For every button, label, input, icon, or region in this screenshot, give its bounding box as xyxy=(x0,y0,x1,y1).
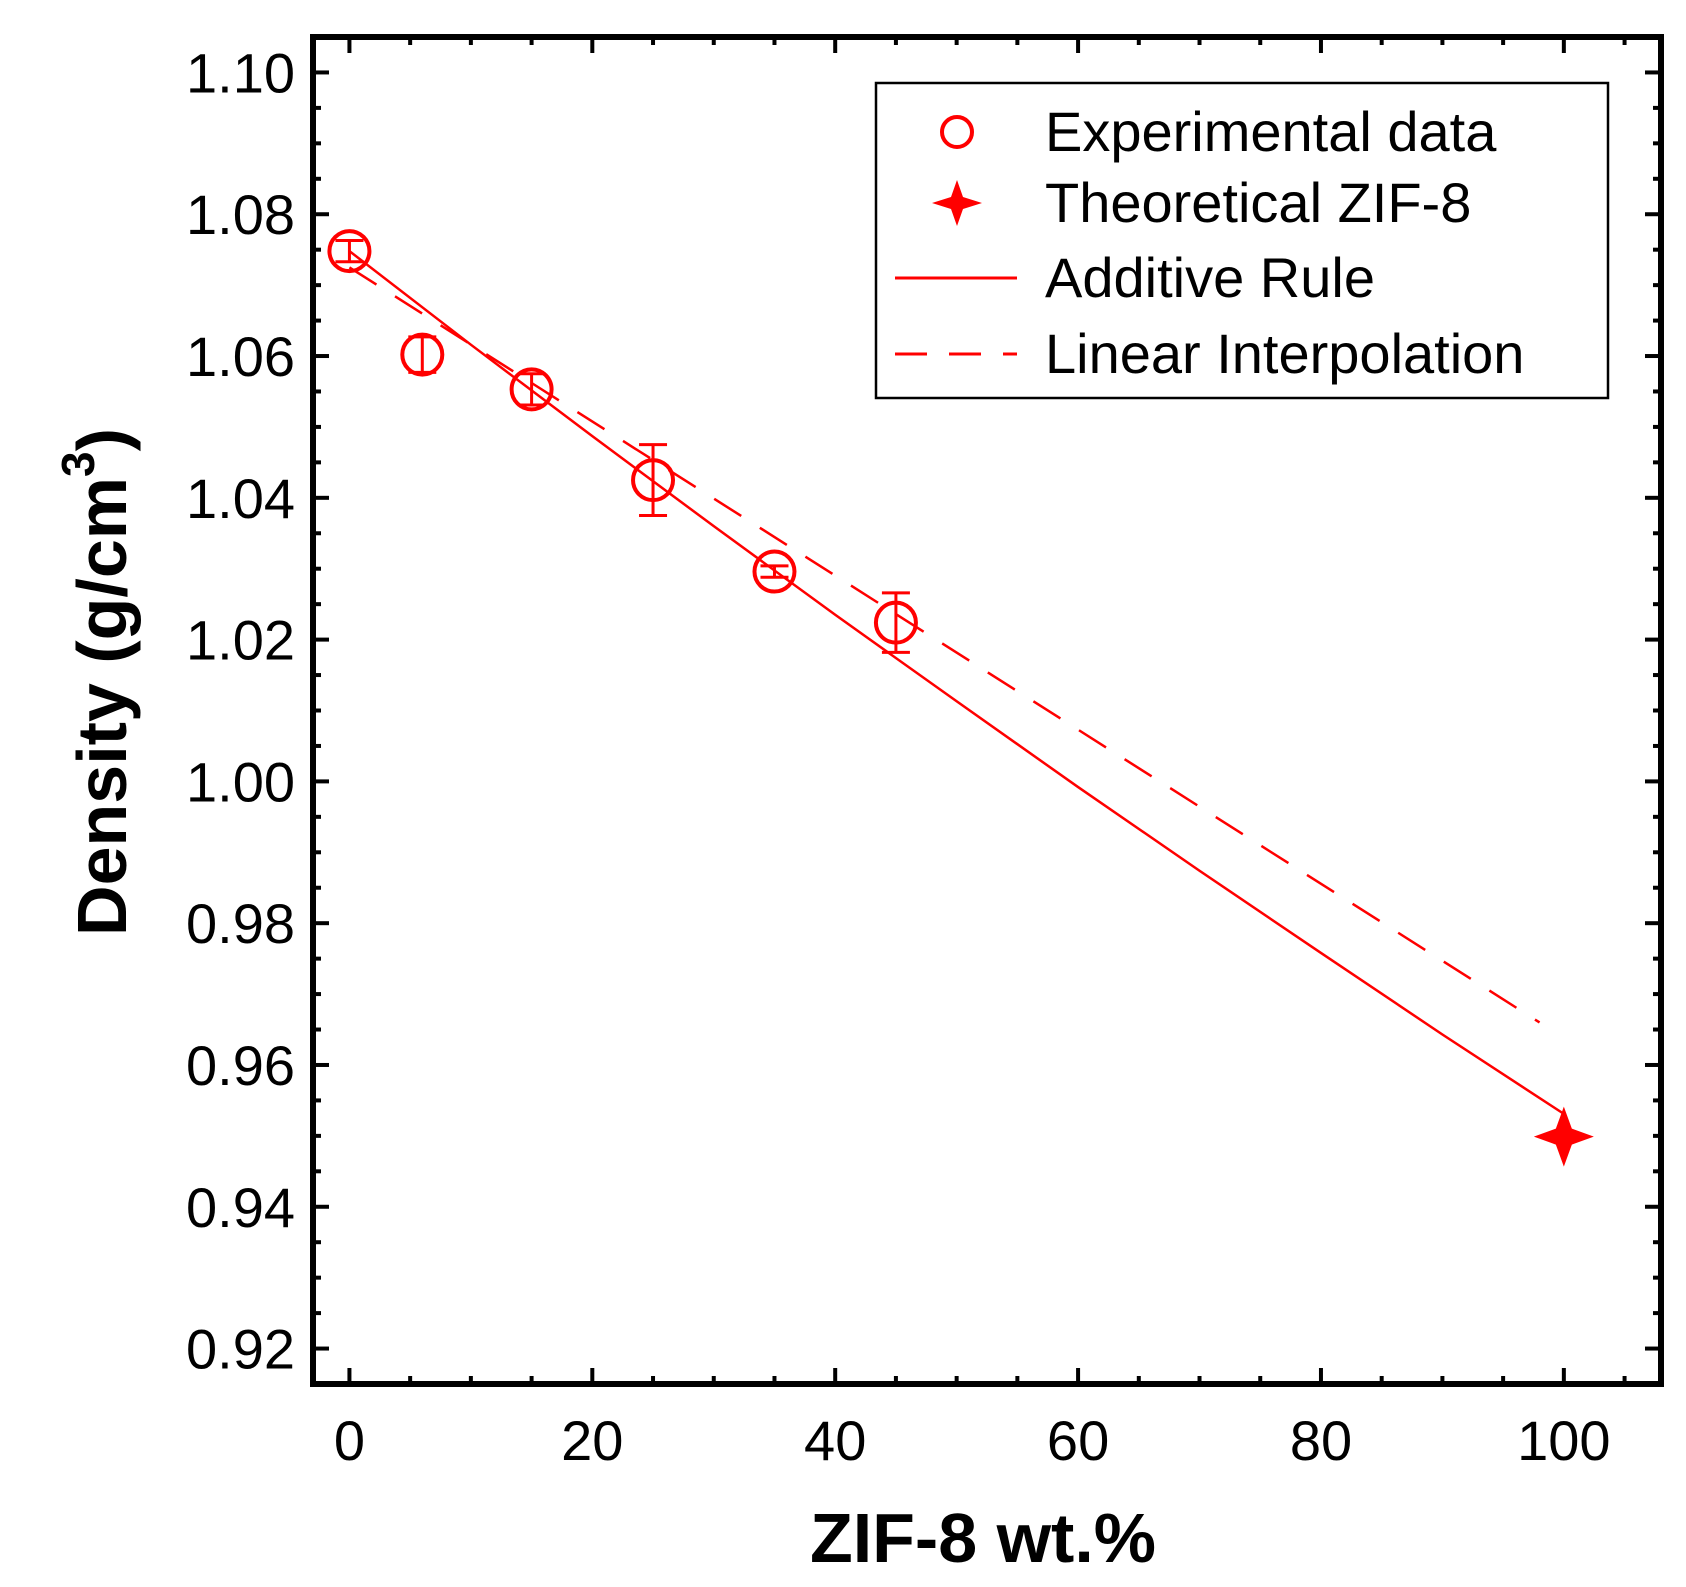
y-tick-label: 1.06 xyxy=(186,325,295,388)
x-tick-label: 40 xyxy=(804,1409,866,1472)
experimental-marker xyxy=(327,229,372,274)
legend-box xyxy=(874,81,1610,400)
y-axis-title-close: ) xyxy=(63,428,141,451)
x-tick-label: 20 xyxy=(561,1409,623,1472)
theoretical-star-marker xyxy=(1533,1106,1594,1167)
experimental-point xyxy=(400,332,445,377)
y-tick-label: 0.98 xyxy=(186,892,295,955)
experimental-point xyxy=(509,367,554,412)
experimental-marker xyxy=(400,332,445,377)
experimental-marker xyxy=(631,458,676,503)
y-tick-label: 1.08 xyxy=(186,183,295,246)
x-tick-labels: 0 20 40 60 80 100 xyxy=(334,1409,1611,1472)
legend-label-theoretical: Theoretical ZIF-8 xyxy=(1045,171,1471,234)
y-tick-label: 0.94 xyxy=(186,1176,295,1239)
y-tick-label: 1.04 xyxy=(186,467,295,530)
x-tick-label: 60 xyxy=(1047,1409,1109,1472)
x-tick-label: 80 xyxy=(1290,1409,1352,1472)
experimental-point xyxy=(873,591,918,654)
y-tick-label: 1.10 xyxy=(186,41,295,104)
experimental-marker xyxy=(873,600,918,645)
experimental-marker xyxy=(752,549,797,594)
y-tick-label: 0.96 xyxy=(186,1034,295,1097)
additive-rule-line xyxy=(348,250,1565,1115)
experimental-marker xyxy=(509,367,554,412)
legend-star-marker xyxy=(932,180,982,226)
x-tick-label: 0 xyxy=(334,1409,365,1472)
experimental-point xyxy=(631,443,676,518)
experimental-point xyxy=(752,549,797,594)
y-tick-label: 1.00 xyxy=(186,750,295,813)
plot-frame xyxy=(310,34,1664,1387)
experimental-point xyxy=(327,229,372,274)
legend-label-experimental: Experimental data xyxy=(1045,100,1497,163)
legend-label-additive: Additive Rule xyxy=(1045,246,1375,309)
x-axis-title: ZIF-8 wt.% xyxy=(810,1499,1156,1577)
legend: Experimental data Theoretical ZIF-8 Addi… xyxy=(874,81,1610,400)
legend-label-linear: Linear Interpolation xyxy=(1045,322,1524,385)
y-axis-title-superscript: 3 xyxy=(52,451,104,477)
legend-open-circle-marker xyxy=(940,115,974,149)
y-tick-labels: 0.92 0.94 0.96 0.98 1.00 1.02 1.04 1.06 1.08 1.10 xyxy=(186,41,295,1380)
y-tick-label: 1.02 xyxy=(186,609,295,672)
series-layer xyxy=(327,229,1594,1167)
linear-interpolation-line xyxy=(348,266,1541,1024)
x-tick-label: 100 xyxy=(1517,1409,1610,1472)
svg-text:Density (g/cm3): Density (g/cm3) xyxy=(52,428,141,936)
y-axis-title-main: Density (g/cm xyxy=(63,477,141,936)
y-tick-label: 0.92 xyxy=(186,1318,295,1381)
y-axis-title: Density (g/cm3) xyxy=(52,428,141,936)
